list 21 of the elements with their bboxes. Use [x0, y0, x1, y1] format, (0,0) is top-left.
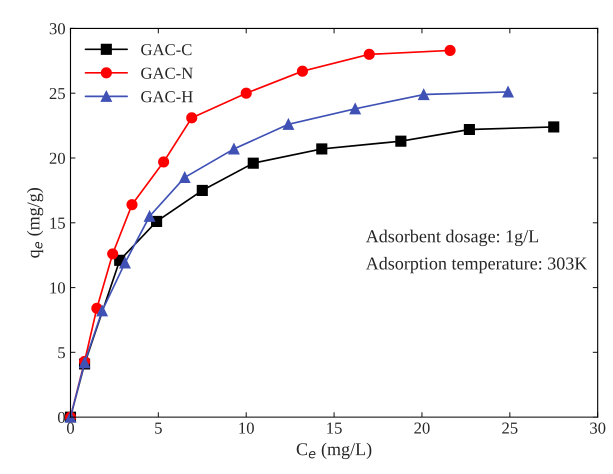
x-tick-label: 30: [590, 422, 606, 434]
x-tick-label: 25: [502, 422, 518, 434]
y-tick-label: 0: [58, 412, 65, 424]
y-tick-label: 25: [50, 88, 65, 100]
y-tick-label: 5: [58, 347, 65, 358]
x-tick-label: 5: [155, 422, 162, 434]
legend-label: GAC-C: [141, 44, 192, 56]
y-axis-title: q$_{e}$ (mg/g): [26, 188, 44, 258]
y-tick-label: 10: [50, 282, 65, 294]
x-tick-label: 10: [239, 422, 254, 434]
y-tick-label: 30: [50, 23, 65, 34]
legend-label: GAC-N: [141, 68, 193, 79]
x-tick-label: 20: [414, 422, 430, 434]
y-tick-label: 20: [50, 152, 65, 164]
annotation: Adsorbent dosage: 1g/L: [366, 230, 538, 246]
x-tick-label: 15: [327, 422, 342, 434]
y-tick-label: 15: [50, 218, 65, 229]
x-tick-label: 0: [66, 422, 74, 434]
legend-label: GAC-H: [141, 91, 193, 102]
x-axis-title: C$_{e}$ (mg/L): [296, 442, 372, 460]
annotation: Adsorption temperature: 303K: [366, 256, 588, 274]
